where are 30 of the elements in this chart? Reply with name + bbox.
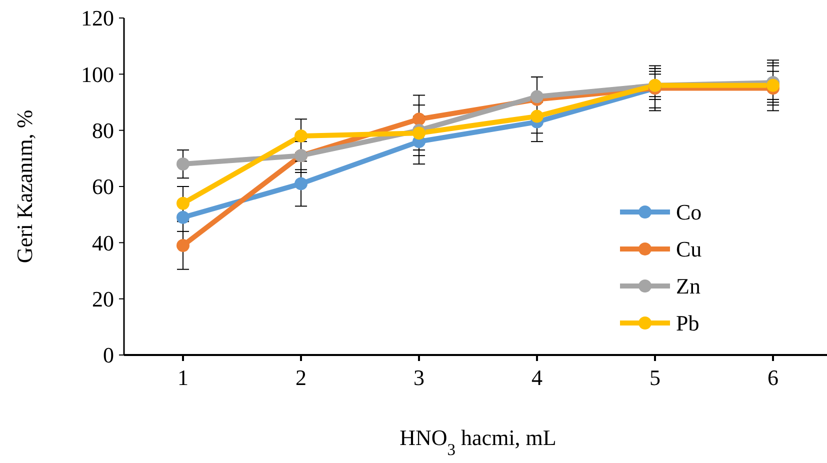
y-tick-label: 60 — [92, 174, 114, 200]
y-axis-title: Geri Kazanım, % — [12, 110, 37, 264]
legend-label: Cu — [676, 236, 702, 262]
x-tick-label: 3 — [414, 365, 424, 390]
point — [412, 126, 426, 140]
legend-label: Co — [676, 200, 702, 225]
point — [766, 78, 780, 92]
y-tick-label: 80 — [92, 118, 114, 144]
x-tick-label: 5 — [650, 365, 660, 390]
legend-label: Pb — [676, 310, 700, 336]
point — [294, 129, 308, 142]
point — [530, 90, 544, 104]
point — [176, 196, 190, 210]
point — [176, 210, 190, 224]
y-tick-label: 100 — [81, 62, 114, 87]
legend-label: Zn — [676, 274, 700, 299]
x-tick-label: 1 — [178, 365, 188, 390]
point — [294, 177, 308, 190]
point — [530, 110, 544, 123]
x-tick-label: 6 — [768, 365, 778, 390]
y-tick-label: 0 — [103, 342, 114, 368]
y-tick-label: 120 — [81, 6, 114, 31]
x-tick-label: 4 — [532, 365, 542, 390]
y-tick-label: 20 — [92, 286, 114, 312]
point — [176, 238, 190, 252]
point — [412, 112, 426, 126]
y-tick-label: 40 — [92, 230, 114, 256]
point — [176, 158, 190, 171]
x-tick-label: 2 — [296, 365, 306, 390]
x-axis-title: HNO$_{3}$ hacmi, mL — [400, 425, 556, 458]
